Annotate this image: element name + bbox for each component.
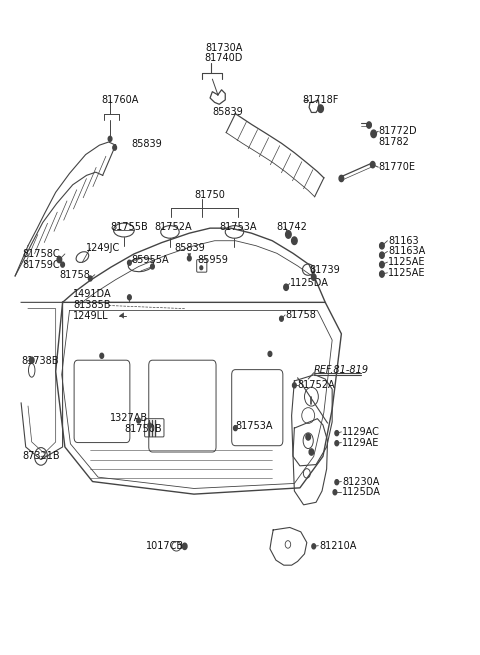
Text: 85839: 85839 xyxy=(132,139,162,149)
Circle shape xyxy=(200,266,203,270)
Text: 81758: 81758 xyxy=(285,310,316,320)
Circle shape xyxy=(318,105,324,113)
Circle shape xyxy=(286,231,291,238)
Text: 1129AE: 1129AE xyxy=(342,438,380,447)
Circle shape xyxy=(137,418,141,423)
Circle shape xyxy=(57,257,61,263)
Text: 1125DA: 1125DA xyxy=(342,487,381,497)
Circle shape xyxy=(292,383,296,388)
Text: 81770E: 81770E xyxy=(378,162,415,172)
Circle shape xyxy=(380,271,384,277)
Circle shape xyxy=(182,543,187,550)
Text: 85959: 85959 xyxy=(198,255,228,265)
Text: 81772D: 81772D xyxy=(378,126,417,136)
Text: 81755B: 81755B xyxy=(110,222,148,232)
Text: 81782: 81782 xyxy=(378,137,409,147)
Text: 1491DA: 1491DA xyxy=(73,289,112,299)
Circle shape xyxy=(335,430,338,436)
Circle shape xyxy=(309,449,314,455)
Text: 1129AC: 1129AC xyxy=(342,427,380,437)
Text: 87321B: 87321B xyxy=(23,451,60,460)
Circle shape xyxy=(380,242,384,249)
Text: 1125DA: 1125DA xyxy=(290,278,329,288)
Circle shape xyxy=(268,351,272,356)
Circle shape xyxy=(367,122,372,128)
Circle shape xyxy=(128,295,131,300)
Text: 81163A: 81163A xyxy=(388,246,426,256)
Text: 1249LL: 1249LL xyxy=(73,310,109,320)
Text: 81759C: 81759C xyxy=(23,259,60,270)
Text: REF.81-819: REF.81-819 xyxy=(314,365,369,375)
Text: 81740D: 81740D xyxy=(204,53,243,64)
Text: 81750: 81750 xyxy=(194,191,225,200)
Circle shape xyxy=(371,130,376,138)
Circle shape xyxy=(284,284,288,290)
Text: 1327AB: 1327AB xyxy=(110,413,148,423)
Text: 85839: 85839 xyxy=(212,107,243,117)
Text: 81738B: 81738B xyxy=(21,356,59,366)
Circle shape xyxy=(234,426,237,430)
Circle shape xyxy=(380,252,384,258)
Text: 81760A: 81760A xyxy=(102,95,139,105)
Circle shape xyxy=(335,479,338,485)
Text: 81750B: 81750B xyxy=(124,424,161,434)
Circle shape xyxy=(306,434,311,440)
Circle shape xyxy=(29,357,34,364)
Text: 81730A: 81730A xyxy=(205,43,242,52)
Circle shape xyxy=(312,544,315,549)
Circle shape xyxy=(380,261,384,268)
Circle shape xyxy=(88,276,92,281)
Text: 81739: 81739 xyxy=(309,265,340,274)
Text: 1125AE: 1125AE xyxy=(388,268,426,278)
Circle shape xyxy=(100,353,104,358)
Circle shape xyxy=(339,176,344,181)
Text: 85955A: 85955A xyxy=(132,255,169,265)
Text: 81385B: 81385B xyxy=(73,300,111,310)
Circle shape xyxy=(61,262,64,267)
Circle shape xyxy=(333,490,337,495)
Text: 81210A: 81210A xyxy=(319,540,357,551)
Circle shape xyxy=(371,162,375,168)
Circle shape xyxy=(280,316,283,321)
Text: 81230A: 81230A xyxy=(342,477,380,487)
Text: 1249JC: 1249JC xyxy=(85,243,120,253)
Circle shape xyxy=(292,237,297,244)
Text: 81753A: 81753A xyxy=(219,222,257,232)
Circle shape xyxy=(148,423,152,428)
Text: 81753A: 81753A xyxy=(235,421,273,430)
Polygon shape xyxy=(181,544,185,549)
Circle shape xyxy=(108,136,112,141)
Circle shape xyxy=(312,274,316,280)
Text: 1125AE: 1125AE xyxy=(388,257,426,267)
Circle shape xyxy=(151,264,154,269)
Text: 81163: 81163 xyxy=(388,236,419,246)
Circle shape xyxy=(188,256,191,261)
Circle shape xyxy=(128,260,131,265)
Circle shape xyxy=(113,145,117,150)
Text: 81752A: 81752A xyxy=(155,222,192,232)
Text: 85839: 85839 xyxy=(175,243,205,253)
Text: 81752A: 81752A xyxy=(298,381,335,390)
Text: 81718F: 81718F xyxy=(302,95,338,105)
Text: 81758: 81758 xyxy=(60,270,90,280)
Polygon shape xyxy=(188,253,191,258)
Polygon shape xyxy=(119,312,124,319)
Text: 81742: 81742 xyxy=(276,222,307,232)
Circle shape xyxy=(335,441,338,445)
Text: 81758C: 81758C xyxy=(23,249,60,259)
Text: 1017CB: 1017CB xyxy=(145,540,184,551)
